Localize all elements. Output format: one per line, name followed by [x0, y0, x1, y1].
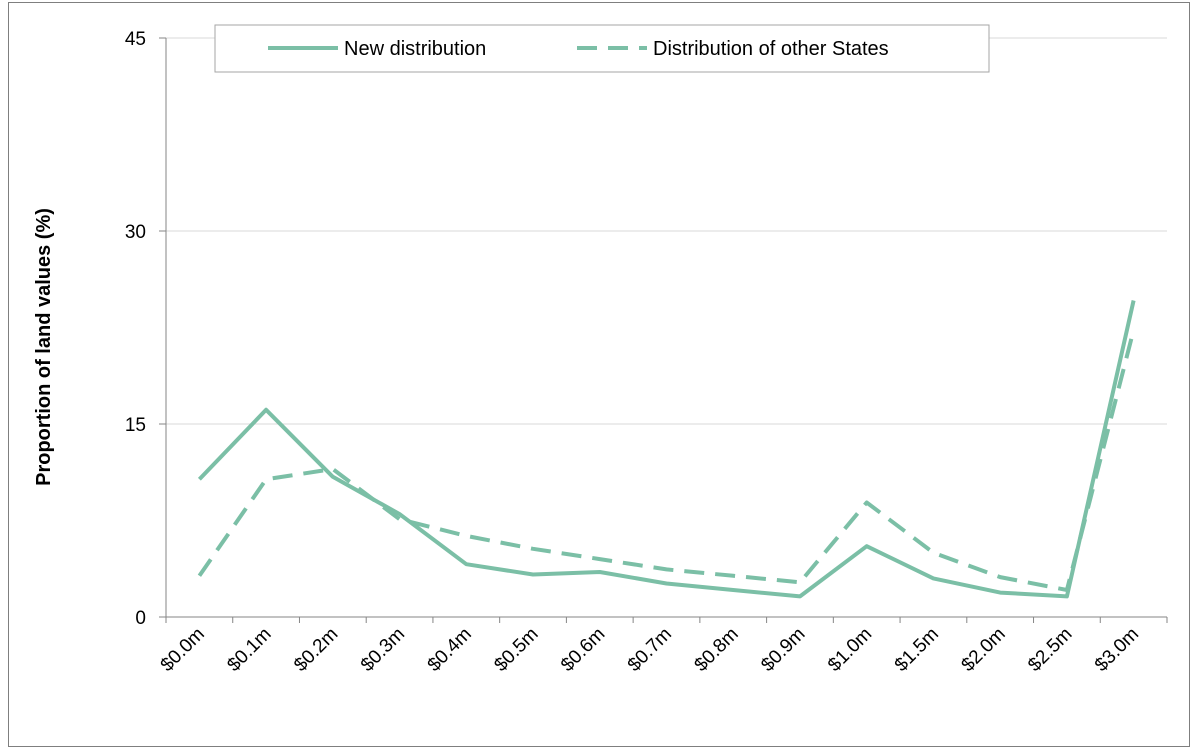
data-point — [733, 575, 734, 576]
data-point — [599, 559, 600, 560]
data-point — [399, 519, 400, 520]
data-point — [199, 479, 200, 480]
x-tick-label: $0.1m — [223, 624, 275, 676]
y-tick-label: 0 — [135, 608, 146, 629]
data-point — [466, 535, 467, 536]
x-tick-label: $1.0m — [824, 624, 876, 676]
data-point — [1066, 589, 1067, 590]
x-tick-labels: $0.0m $0.1m $0.2m $0.3m $0.4m $0.5m $0.6m $0.7m… — [157, 624, 1143, 676]
x-tick-label: $2.0m — [958, 624, 1010, 676]
data-point — [533, 574, 534, 575]
series-line-new-distribution — [197, 300, 1136, 599]
data-point — [399, 514, 400, 515]
data-point — [799, 596, 800, 597]
data-point — [266, 409, 267, 410]
x-tick-label: $0.6m — [557, 624, 609, 676]
series-line-other-states — [197, 329, 1136, 592]
axes — [159, 37, 1168, 623]
x-tick-label: $0.0m — [157, 624, 209, 676]
data-point — [666, 569, 667, 570]
data-point — [1133, 330, 1134, 331]
data-point — [866, 546, 867, 547]
data-point — [666, 583, 667, 584]
data-point — [799, 582, 800, 583]
data-point — [266, 479, 267, 480]
legend-label-other-states: Distribution of other States — [653, 38, 889, 60]
y-axis-label: Proportion of land values (%) — [33, 208, 55, 486]
x-tick-label: $0.4m — [424, 624, 476, 676]
data-point — [332, 469, 333, 470]
data-point — [1133, 300, 1134, 301]
x-tick-label: $2.5m — [1024, 624, 1076, 676]
x-tick-label: $1.5m — [891, 624, 943, 676]
y-tick-label: 30 — [125, 222, 146, 243]
data-point — [466, 564, 467, 565]
y-tick-label: 15 — [125, 415, 146, 436]
x-tick-label: $0.7m — [624, 624, 676, 676]
data-point — [533, 548, 534, 549]
data-point — [599, 571, 600, 572]
x-tick-label: $0.2m — [290, 624, 342, 676]
gridlines — [166, 37, 1167, 425]
data-point — [1000, 592, 1001, 593]
data-point — [1066, 596, 1067, 597]
x-tick-label: $0.5m — [490, 624, 542, 676]
x-tick-label: $0.9m — [757, 624, 809, 676]
x-tick-label: $3.0m — [1091, 624, 1143, 676]
data-point — [733, 589, 734, 590]
chart-frame — [8, 2, 1190, 747]
data-point — [933, 578, 934, 579]
legend: New distribution Distribution of other S… — [214, 24, 990, 73]
data-point — [199, 575, 200, 576]
y-tick-label: 45 — [125, 29, 146, 50]
series-lines — [197, 300, 1136, 599]
data-point — [332, 476, 333, 477]
y-tick-labels: 0 15 30 45 — [125, 29, 146, 629]
legend-box — [214, 24, 990, 73]
data-point — [1000, 577, 1001, 578]
data-point — [933, 552, 934, 553]
x-tick-label: $0.3m — [357, 624, 409, 676]
data-point — [866, 502, 867, 503]
legend-label-new-distribution: New distribution — [344, 38, 486, 60]
x-tick-label: $0.8m — [691, 624, 743, 676]
